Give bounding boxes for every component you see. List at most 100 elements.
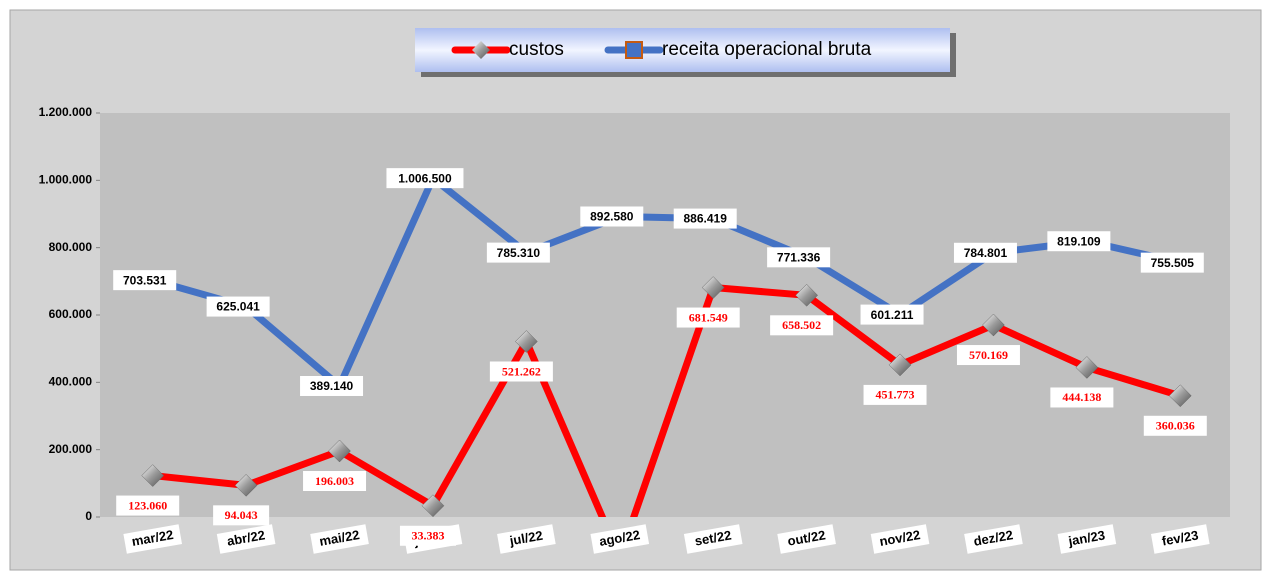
y-tick-label: 800.000 xyxy=(49,240,93,254)
data-label: 94.043 xyxy=(225,508,258,522)
data-label-box xyxy=(399,525,456,546)
data-label: 892.580 xyxy=(590,210,634,224)
x-tick: ago/22 xyxy=(590,524,650,554)
data-label: 886.419 xyxy=(684,212,728,226)
data-label-box xyxy=(206,296,270,317)
x-tick: jul/22 xyxy=(497,524,556,554)
x-tick-label: dez/22 xyxy=(972,527,1014,549)
data-label-box xyxy=(1050,387,1114,408)
data-label-box xyxy=(580,206,644,227)
x-tick-label: nov/22 xyxy=(878,527,921,549)
x-tick-label: jul/22 xyxy=(508,528,544,549)
x-tick-label: set/22 xyxy=(694,527,733,548)
y-tick-label: 600.000 xyxy=(49,307,93,321)
x-tick-box xyxy=(310,524,369,554)
series-marker xyxy=(141,464,165,487)
data-label: 819.109 xyxy=(1057,234,1101,248)
data-label-box xyxy=(1047,231,1111,252)
series-line xyxy=(152,284,1182,517)
y-tick-label: 400.000 xyxy=(49,375,93,389)
series-marker xyxy=(421,494,445,517)
x-tick-box xyxy=(777,524,836,554)
x-tick-label: ago/22 xyxy=(598,527,641,549)
x-tick-box xyxy=(590,524,650,554)
x-tick: fev/23 xyxy=(1150,524,1210,554)
legend-label: receita operacional bruta xyxy=(662,39,872,60)
data-label-box xyxy=(489,361,553,382)
series-marker xyxy=(982,313,1005,337)
data-label: 703.531 xyxy=(123,273,167,287)
x-tick-label: out/22 xyxy=(786,527,826,548)
series-marker xyxy=(795,283,818,307)
data-label-box xyxy=(303,471,367,492)
x-tick-label: abr/22 xyxy=(226,527,266,548)
data-label: 521.262 xyxy=(502,364,541,378)
data-label: 451.773 xyxy=(876,388,915,402)
legend-marker xyxy=(472,41,490,59)
data-label-box xyxy=(860,304,924,325)
data-label-box xyxy=(953,242,1017,263)
x-tick: set/22 xyxy=(683,524,743,554)
data-label: 785.310 xyxy=(497,246,541,260)
x-tick-label: fev/23 xyxy=(1161,527,1200,548)
x-tick: jan/23 xyxy=(1057,524,1117,554)
data-label-box xyxy=(770,315,834,336)
data-label: 33.383 xyxy=(411,529,444,543)
data-label-box xyxy=(956,345,1020,366)
data-label: 681.549 xyxy=(689,310,728,324)
series-marker xyxy=(515,330,538,353)
data-label: 570.169 xyxy=(969,348,1008,362)
x-tick-box xyxy=(1150,524,1210,554)
series-marker xyxy=(1168,384,1192,408)
data-label-box xyxy=(486,242,550,263)
data-label-box xyxy=(1140,252,1204,273)
x-tick-box xyxy=(964,524,1023,554)
series-marker xyxy=(1075,356,1099,379)
data-label: 360.036 xyxy=(1156,419,1195,433)
legend-label: custos xyxy=(509,39,564,60)
x-tick-label: mar/22 xyxy=(131,527,175,549)
x-tick-box xyxy=(123,524,183,554)
x-tick-label: jan/23 xyxy=(1066,527,1106,548)
x-tick-box xyxy=(1057,524,1117,554)
data-label: 771.336 xyxy=(777,250,821,264)
data-label-box xyxy=(863,384,927,405)
y-tick-label: 1.000.000 xyxy=(39,173,93,187)
data-label: 601.211 xyxy=(871,308,914,322)
data-label-box xyxy=(213,505,270,526)
x-tick-box xyxy=(683,524,743,554)
data-label: 784.801 xyxy=(964,246,1008,260)
data-label-box xyxy=(300,375,364,396)
plot-area xyxy=(100,113,1230,517)
data-label: 123.060 xyxy=(128,498,167,512)
series-marker xyxy=(701,276,725,299)
y-tick-label: 0 xyxy=(85,509,92,523)
x-tick-box xyxy=(216,524,276,554)
data-label-box xyxy=(116,495,180,516)
data-label-box xyxy=(767,247,831,268)
x-tick: nov/22 xyxy=(870,524,930,554)
y-tick-label: 1.200.000 xyxy=(39,105,93,119)
x-tick: dez/22 xyxy=(964,524,1023,554)
x-tick-box xyxy=(497,524,556,554)
y-tick-label: 200.000 xyxy=(49,442,93,456)
x-tick: abr/22 xyxy=(216,524,276,554)
data-label: 658.502 xyxy=(782,318,821,332)
x-tick: mar/22 xyxy=(123,524,183,554)
series-marker xyxy=(234,473,258,497)
data-label: 196.003 xyxy=(315,474,354,488)
data-label-box xyxy=(676,307,740,328)
x-tick-box xyxy=(870,524,930,554)
series-marker xyxy=(888,353,912,377)
data-label-box xyxy=(1143,415,1207,436)
data-label-box xyxy=(386,168,464,189)
data-label: 1.006.500 xyxy=(398,171,452,185)
legend-marker xyxy=(625,41,643,59)
x-tick: mai/22 xyxy=(310,524,369,554)
data-label: 755.505 xyxy=(1151,256,1195,270)
data-label: 625.041 xyxy=(216,300,260,314)
x-tick-label: mai/22 xyxy=(318,527,360,549)
x-tick: out/22 xyxy=(777,524,836,554)
data-label: 389.140 xyxy=(310,379,354,393)
